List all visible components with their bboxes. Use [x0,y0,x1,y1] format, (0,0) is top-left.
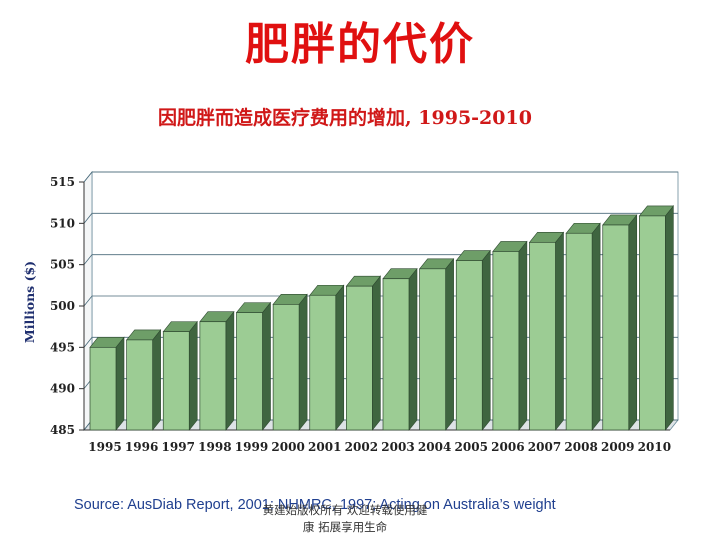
y-tick-label: 510 [50,216,75,230]
bar-side [152,329,161,431]
bar-chart: 485 490 495 500 505 510 515 Millions ($) 1995 199… [22,170,679,454]
bar-side [555,231,564,431]
watermark-line-1: 黄建始版权所有 欢迎转载使用健 [262,503,428,517]
source-note: Source: AusDiab Report, 2001; NHMRC, 199… [74,497,556,513]
gridline [83,212,678,224]
x-tick-label: 2000 [271,440,304,454]
bar-1998 [199,310,235,431]
bar-1995 [89,336,125,431]
y-tick-label: 500 [50,299,75,313]
bar-front [639,215,666,431]
bar-side [591,222,601,431]
gridline [83,171,678,183]
y-tick-label: 495 [50,340,75,354]
watermark-text: 黄建始版权所有 欢迎转载使用健 康 拓展享用生命 [220,502,470,536]
bar-side [262,301,271,431]
bar-side [188,320,198,431]
bar-2009 [602,214,638,431]
bar-front [529,241,556,431]
bar-side [115,336,125,431]
bar-front [162,331,190,431]
bar-2003 [382,267,418,431]
bar-side [445,257,454,431]
bar-2002 [345,275,381,431]
x-tick-label: 1998 [198,440,231,454]
bar-front [492,251,520,431]
bar-side [408,267,418,431]
bar-side [628,214,638,431]
x-tick-label: 1996 [125,440,158,454]
y-axis-title: Millions ($) [22,261,37,343]
bar-front [236,312,263,431]
bar-1999 [235,301,272,431]
bar-front [346,285,373,431]
bar-1997 [162,320,198,431]
y-tick-label: 515 [50,175,75,189]
x-tick-label: 2005 [455,440,488,454]
bar-front [199,321,227,431]
bar-side [665,205,674,431]
x-tick-label: 2004 [418,440,451,454]
x-tick-label: 1997 [162,440,195,454]
bar-front [455,260,483,431]
x-tick-label: 1999 [235,440,268,454]
y-tick-label: 485 [50,423,75,437]
y-tick-label: 505 [50,258,75,272]
bar-front [565,232,593,431]
chart-subtitle: 因肥胖而造成医疗费用的增加, 1995-2010 [158,107,532,129]
bar-2005 [455,249,491,431]
x-tick-label: 2002 [345,440,378,454]
x-tick-label: 1995 [88,440,121,454]
bar-side [481,249,491,431]
x-tick-label: 2003 [381,440,414,454]
bar-side [372,275,381,431]
x-tick-label: 2001 [308,440,341,454]
x-tick-label: 2009 [601,440,634,454]
y-tick-label: 490 [50,382,75,396]
page-title: 肥胖的代价 [245,19,475,70]
watermark-line-2: 康 拓展享用生命 [302,520,388,534]
bar-2001 [309,284,345,431]
bar-front [382,278,410,431]
bar-front [419,268,446,431]
bar-2004 [419,257,455,431]
x-tick-label: 2008 [564,440,597,454]
bar-side [335,284,345,431]
bar-front [309,294,337,431]
bar-front [272,303,300,431]
bar-2007 [528,231,565,431]
x-tick-label: 2007 [528,440,561,454]
bar-front [126,339,153,431]
bar-front [602,224,630,431]
x-tick-label: 2006 [491,440,524,454]
bar-side [225,310,235,431]
bar-2000 [272,293,308,431]
x-tick-label: 2010 [638,440,671,454]
bar-2010 [638,205,674,431]
bar-side [518,240,528,431]
bar-2006 [492,240,528,431]
bar-1996 [126,329,162,431]
bar-side [298,293,308,431]
bar-2008 [565,222,601,431]
bar-front [89,346,117,431]
